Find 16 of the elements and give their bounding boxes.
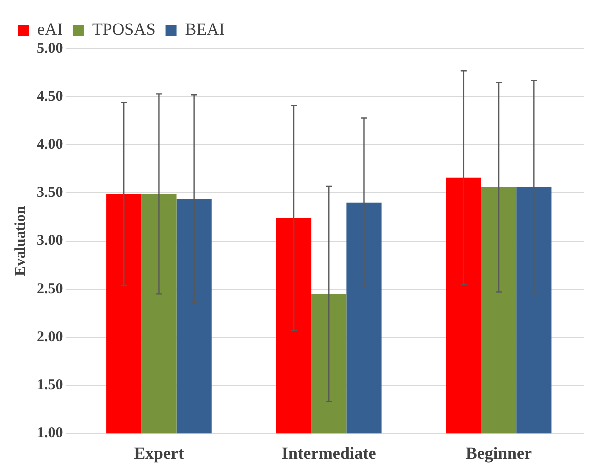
y-tick-label: 4.00: [37, 137, 64, 154]
y-tick-label: 5.00: [37, 40, 64, 57]
y-tick-label: 3.00: [37, 233, 64, 250]
y-tick-label: 1.00: [37, 425, 64, 442]
y-tick-label: 2.00: [37, 329, 64, 346]
legend-label: BEAI: [185, 20, 226, 39]
y-tick-label: 1.50: [37, 377, 64, 394]
x-tick-label: Beginner: [466, 444, 533, 464]
x-tick-label: Expert: [134, 444, 185, 464]
legend-label: eAI: [38, 20, 64, 39]
legend-label: TPOSAS: [92, 20, 156, 39]
y-axis-title: Evaluation: [12, 206, 29, 276]
y-tick-label: 3.50: [37, 185, 64, 202]
y-tick-label: 4.50: [37, 88, 64, 105]
x-tick-label: Intermediate: [282, 444, 377, 464]
y-tick-label: 2.50: [37, 281, 64, 298]
